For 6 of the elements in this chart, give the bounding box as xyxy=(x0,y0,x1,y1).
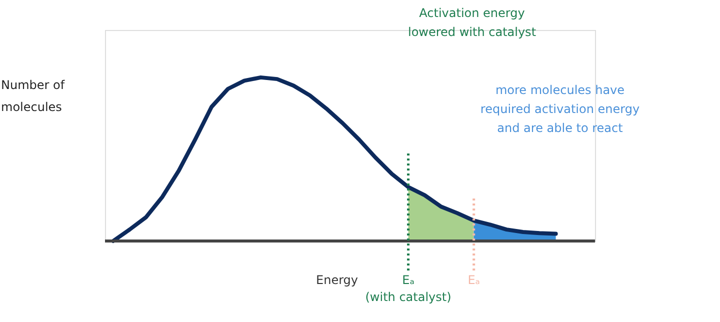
y-axis-title: Number of molecules xyxy=(1,78,66,114)
text: Activation energy lowered with catalyst xyxy=(408,6,536,39)
annotation: more molecules have required activation energy and are able to react xyxy=(480,83,640,135)
text: Eₐ (with catalyst) xyxy=(365,273,452,304)
x-axis-title: Energy xyxy=(316,273,358,287)
text: Eₐ xyxy=(468,273,480,287)
